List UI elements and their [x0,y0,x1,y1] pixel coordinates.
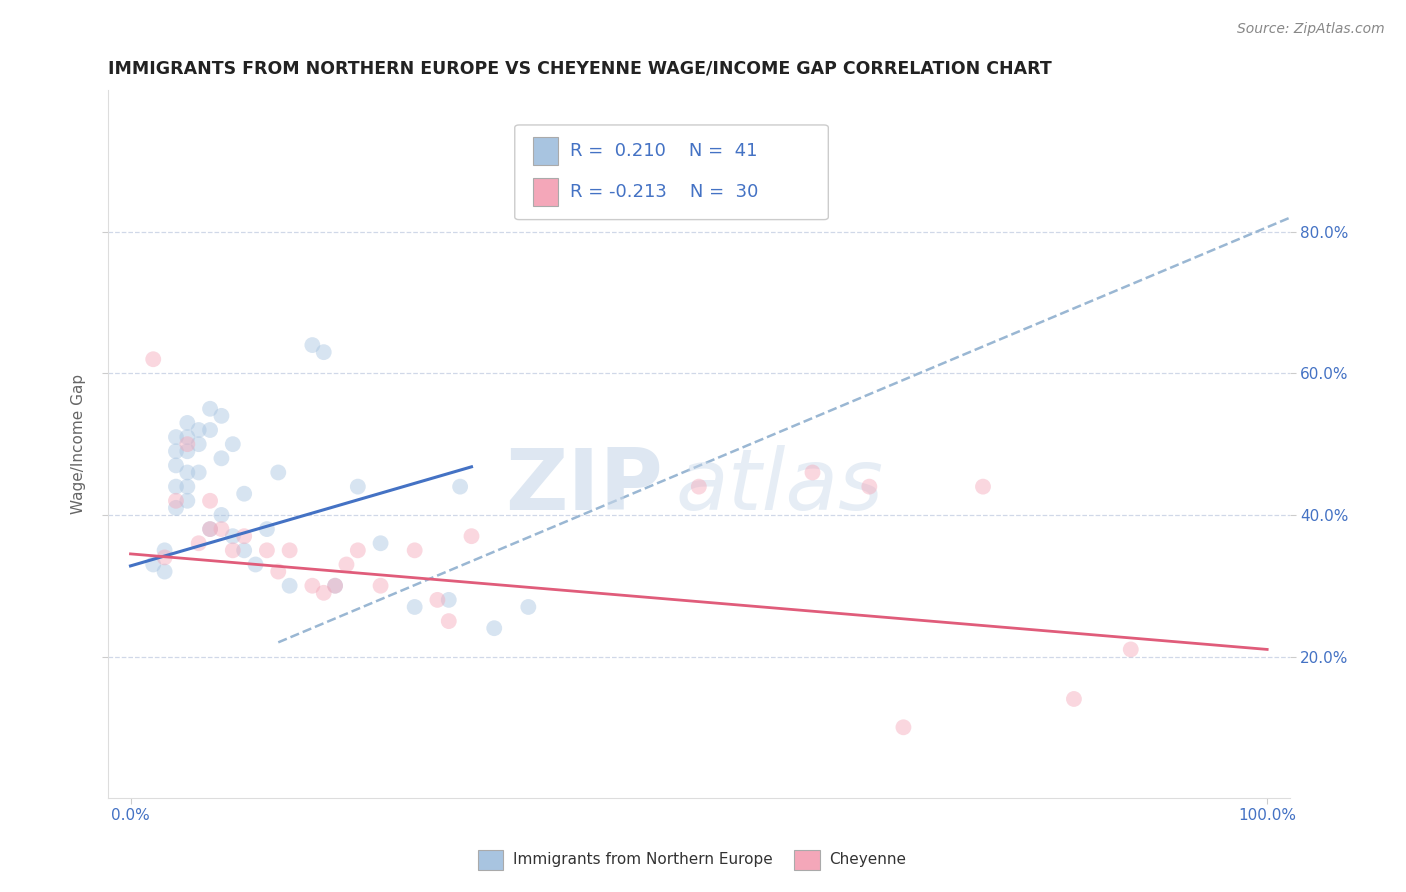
Point [165,430,187,444]
Point [426,593,449,607]
Point [222,529,245,543]
Point [347,480,370,494]
Point [176,430,198,444]
Point [165,458,187,473]
Point [198,522,221,536]
Point [198,522,221,536]
Point [267,565,290,579]
Point [165,480,187,494]
Point [233,543,256,558]
Text: Cheyenne: Cheyenne [830,853,907,867]
Point [187,536,209,550]
Point [176,466,198,480]
Point [142,558,165,572]
Point [437,614,460,628]
Point [370,579,392,593]
Point [209,508,232,522]
Point [278,579,301,593]
Point [165,493,187,508]
Point [176,416,198,430]
Point [198,423,221,437]
Point [323,579,346,593]
Text: R = -0.213    N =  30: R = -0.213 N = 30 [569,183,758,201]
Point [301,338,323,352]
Point [153,543,176,558]
Point [209,409,232,423]
Point [312,345,335,359]
Point [312,586,335,600]
Point [1063,692,1085,706]
Y-axis label: Wage/Income Gap: Wage/Income Gap [72,374,86,514]
Point [256,522,278,536]
Point [233,486,256,500]
Text: Immigrants from Northern Europe: Immigrants from Northern Europe [513,853,773,867]
Point [858,480,880,494]
Point [893,720,915,734]
Point [153,550,176,565]
Point [187,466,209,480]
Point [347,543,370,558]
Point [165,500,187,515]
Point [517,599,540,614]
Point [972,480,994,494]
Point [256,543,278,558]
Point [222,437,245,451]
Point [153,565,176,579]
Point [484,621,506,635]
Point [245,558,267,572]
Point [801,466,824,480]
Point [323,579,346,593]
Point [449,480,471,494]
Point [1119,642,1142,657]
Point [176,444,198,458]
Point [198,401,221,416]
Point [267,466,290,480]
Text: R =  0.210    N =  41: R = 0.210 N = 41 [569,142,756,160]
Point [233,529,256,543]
Point [688,480,710,494]
Point [165,444,187,458]
Point [209,451,232,466]
Point [370,536,392,550]
Point [404,599,426,614]
Point [460,529,482,543]
Point [187,423,209,437]
Text: IMMIGRANTS FROM NORTHERN EUROPE VS CHEYENNE WAGE/INCOME GAP CORRELATION CHART: IMMIGRANTS FROM NORTHERN EUROPE VS CHEYE… [108,60,1052,78]
Point [176,480,198,494]
Text: atlas: atlas [675,445,883,528]
Point [437,593,460,607]
Point [335,558,357,572]
Point [301,579,323,593]
Text: Source: ZipAtlas.com: Source: ZipAtlas.com [1237,22,1385,37]
Point [176,493,198,508]
Point [404,543,426,558]
Point [222,543,245,558]
Text: ZIP: ZIP [506,445,664,528]
Point [209,522,232,536]
Point [176,437,198,451]
Point [198,493,221,508]
Point [278,543,301,558]
Point [142,352,165,367]
Point [187,437,209,451]
